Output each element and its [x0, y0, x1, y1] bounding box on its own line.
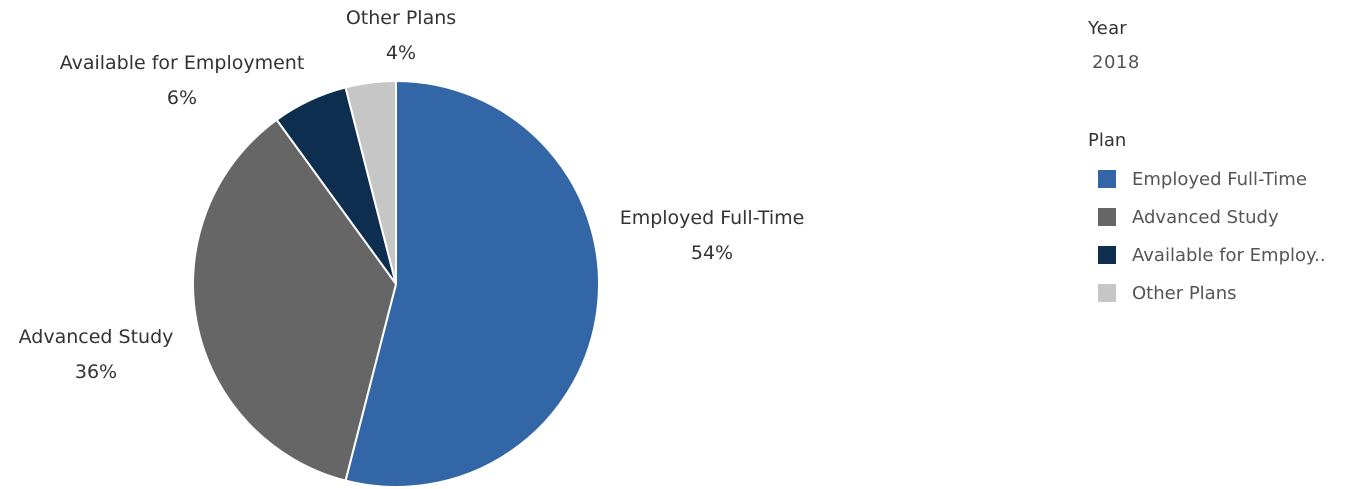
legend-title: Plan	[1088, 130, 1127, 151]
slice-name-label: Employed Full-Time	[620, 207, 805, 229]
pie-slice-advanced-study[interactable]	[192, 118, 398, 482]
legend-item-advanced-study[interactable]: Advanced Study	[1088, 198, 1326, 236]
legend-label: Employed Full-Time	[1132, 168, 1307, 190]
legend-swatch-icon	[1098, 170, 1116, 188]
year-filter-title: Year	[1088, 18, 1127, 39]
pie-slice-employed-full-time[interactable]	[344, 79, 600, 488]
slice-value-label: 36%	[75, 361, 117, 383]
legend-swatch-icon	[1098, 246, 1116, 264]
legend-item-other-plans[interactable]: Other Plans	[1088, 274, 1326, 312]
legend-item-available-for-employment[interactable]: Available for Employ..	[1088, 236, 1326, 274]
legend-swatch-icon	[1098, 284, 1116, 302]
slice-name-label: Available for Employment	[60, 52, 305, 74]
slice-value-label: 4%	[386, 42, 416, 64]
plan-legend: Plan Employed Full-Time Advanced Study A…	[1088, 130, 1326, 312]
year-filter: Year 2018	[1088, 18, 1140, 73]
slice-name-label: Advanced Study	[19, 326, 174, 348]
legend-label: Other Plans	[1132, 282, 1237, 304]
pie-slices	[192, 79, 600, 488]
slice-value-label: 6%	[167, 87, 197, 109]
legend-label: Advanced Study	[1132, 206, 1279, 228]
slice-name-label: Other Plans	[346, 7, 456, 29]
pie-slice-other-plans[interactable]	[344, 79, 397, 285]
legend-swatch-icon	[1098, 208, 1116, 226]
pie-labels: Employed Full-Time 54% Advanced Study 36% Av…	[19, 7, 805, 383]
slice-value-label: 54%	[691, 242, 733, 264]
legend-label: Available for Employ..	[1132, 244, 1326, 266]
year-filter-value[interactable]: 2018	[1092, 52, 1140, 73]
legend-item-employed-full-time[interactable]: Employed Full-Time	[1088, 160, 1326, 198]
